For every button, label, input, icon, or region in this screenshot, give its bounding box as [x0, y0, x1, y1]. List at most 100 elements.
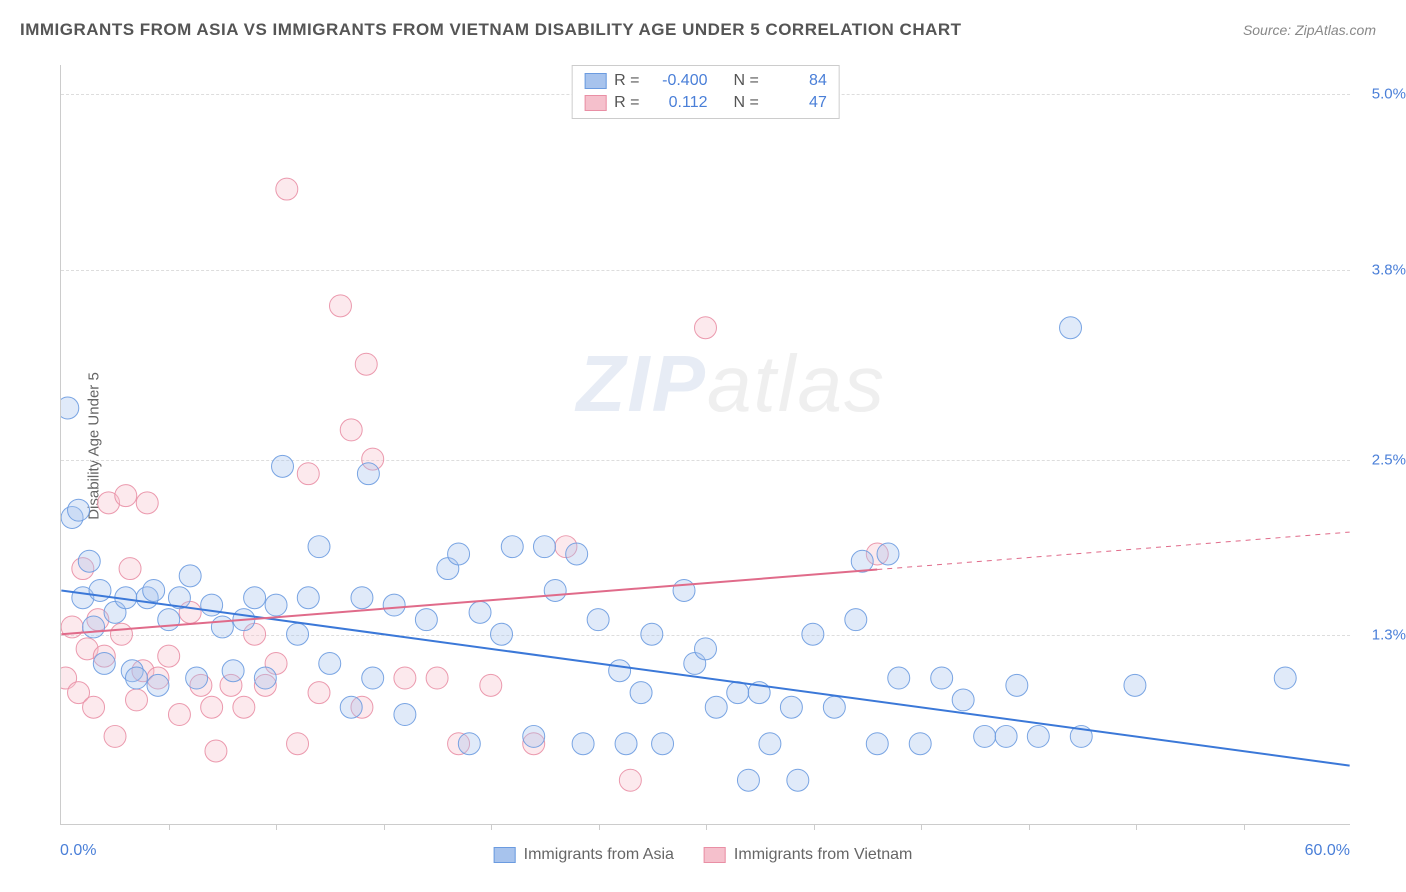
- scatter-point: [737, 769, 759, 791]
- scatter-point: [308, 536, 330, 558]
- scatter-point: [619, 769, 641, 791]
- y-tick-label: 3.8%: [1372, 261, 1406, 278]
- scatter-point: [287, 733, 309, 755]
- scatter-point: [83, 616, 105, 638]
- scatter-point: [61, 397, 79, 419]
- scatter-point: [362, 667, 384, 689]
- scatter-point: [126, 667, 148, 689]
- scatter-point: [83, 696, 105, 718]
- scatter-point: [297, 463, 319, 485]
- scatter-point: [780, 696, 802, 718]
- scatter-point: [877, 543, 899, 565]
- scatter-point: [909, 733, 931, 755]
- scatter-point: [587, 609, 609, 631]
- scatter-point: [136, 492, 158, 514]
- y-tick-label: 1.3%: [1372, 627, 1406, 644]
- scatter-point: [888, 667, 910, 689]
- swatch-vietnam-icon: [584, 95, 606, 111]
- scatter-point: [355, 353, 377, 375]
- scatter-point: [147, 674, 169, 696]
- scatter-point: [115, 485, 137, 507]
- x-minor-tick: [1136, 824, 1137, 830]
- scatter-point: [265, 594, 287, 616]
- x-minor-tick: [814, 824, 815, 830]
- scatter-point: [501, 536, 523, 558]
- legend-label-vietnam: Immigrants from Vietnam: [734, 846, 912, 864]
- stat-r-value-0: -0.400: [648, 72, 708, 90]
- stat-r-label: R =: [614, 72, 639, 90]
- scatter-point: [802, 623, 824, 645]
- plot-area: ZIPatlas 1.3%2.5%3.8%5.0% R = -0.400 N =…: [60, 65, 1350, 825]
- scatter-point: [851, 550, 873, 572]
- scatter-point: [727, 682, 749, 704]
- scatter-point: [297, 587, 319, 609]
- scatter-point: [866, 733, 888, 755]
- scatter-point: [254, 667, 276, 689]
- scatter-point: [572, 733, 594, 755]
- stat-n-label: N =: [734, 72, 759, 90]
- scatter-point: [1060, 317, 1082, 339]
- scatter-point: [168, 704, 190, 726]
- scatter-point: [952, 689, 974, 711]
- scatter-point: [308, 682, 330, 704]
- scatter-point: [1274, 667, 1296, 689]
- scatter-point: [705, 696, 727, 718]
- legend-stats-row-0: R = -0.400 N = 84: [584, 70, 827, 92]
- scatter-svg: [61, 65, 1350, 824]
- scatter-point: [205, 740, 227, 762]
- scatter-point: [244, 587, 266, 609]
- stat-n-label: N =: [734, 94, 759, 112]
- scatter-point: [340, 419, 362, 441]
- scatter-point: [89, 579, 111, 601]
- scatter-point: [110, 623, 132, 645]
- scatter-point: [995, 725, 1017, 747]
- x-tick-max: 60.0%: [1305, 842, 1350, 860]
- scatter-point: [126, 689, 148, 711]
- scatter-point: [609, 660, 631, 682]
- x-minor-tick: [1029, 824, 1030, 830]
- scatter-point: [673, 579, 695, 601]
- swatch-asia-icon: [584, 73, 606, 89]
- scatter-point: [469, 601, 491, 623]
- scatter-point: [448, 543, 470, 565]
- scatter-point: [426, 667, 448, 689]
- scatter-point: [186, 667, 208, 689]
- scatter-point: [143, 579, 165, 601]
- scatter-point: [394, 704, 416, 726]
- x-minor-tick: [276, 824, 277, 830]
- scatter-point: [491, 623, 513, 645]
- scatter-point: [394, 667, 416, 689]
- scatter-point: [523, 725, 545, 747]
- x-minor-tick: [491, 824, 492, 830]
- scatter-point: [615, 733, 637, 755]
- swatch-asia-icon: [494, 847, 516, 863]
- scatter-point: [78, 550, 100, 572]
- stat-n-value-0: 84: [767, 72, 827, 90]
- scatter-point: [652, 733, 674, 755]
- scatter-point: [340, 696, 362, 718]
- legend-item-asia: Immigrants from Asia: [494, 846, 674, 864]
- legend-stats-box: R = -0.400 N = 84 R = 0.112 N = 47: [571, 65, 840, 119]
- scatter-point: [222, 660, 244, 682]
- scatter-point: [630, 682, 652, 704]
- scatter-point: [695, 638, 717, 660]
- legend-stats-row-1: R = 0.112 N = 47: [584, 92, 827, 114]
- scatter-point: [351, 587, 373, 609]
- scatter-point: [695, 317, 717, 339]
- scatter-point: [233, 696, 255, 718]
- scatter-point: [272, 455, 294, 477]
- scatter-point: [211, 616, 233, 638]
- scatter-point: [104, 725, 126, 747]
- scatter-point: [179, 565, 201, 587]
- scatter-point: [759, 733, 781, 755]
- scatter-point: [533, 536, 555, 558]
- scatter-point: [787, 769, 809, 791]
- stat-r-value-1: 0.112: [648, 94, 708, 112]
- source-label: Source: ZipAtlas.com: [1243, 22, 1376, 38]
- chart-title: IMMIGRANTS FROM ASIA VS IMMIGRANTS FROM …: [20, 20, 962, 40]
- scatter-point: [357, 463, 379, 485]
- x-minor-tick: [921, 824, 922, 830]
- scatter-point: [68, 499, 90, 521]
- legend-label-asia: Immigrants from Asia: [524, 846, 674, 864]
- scatter-point: [458, 733, 480, 755]
